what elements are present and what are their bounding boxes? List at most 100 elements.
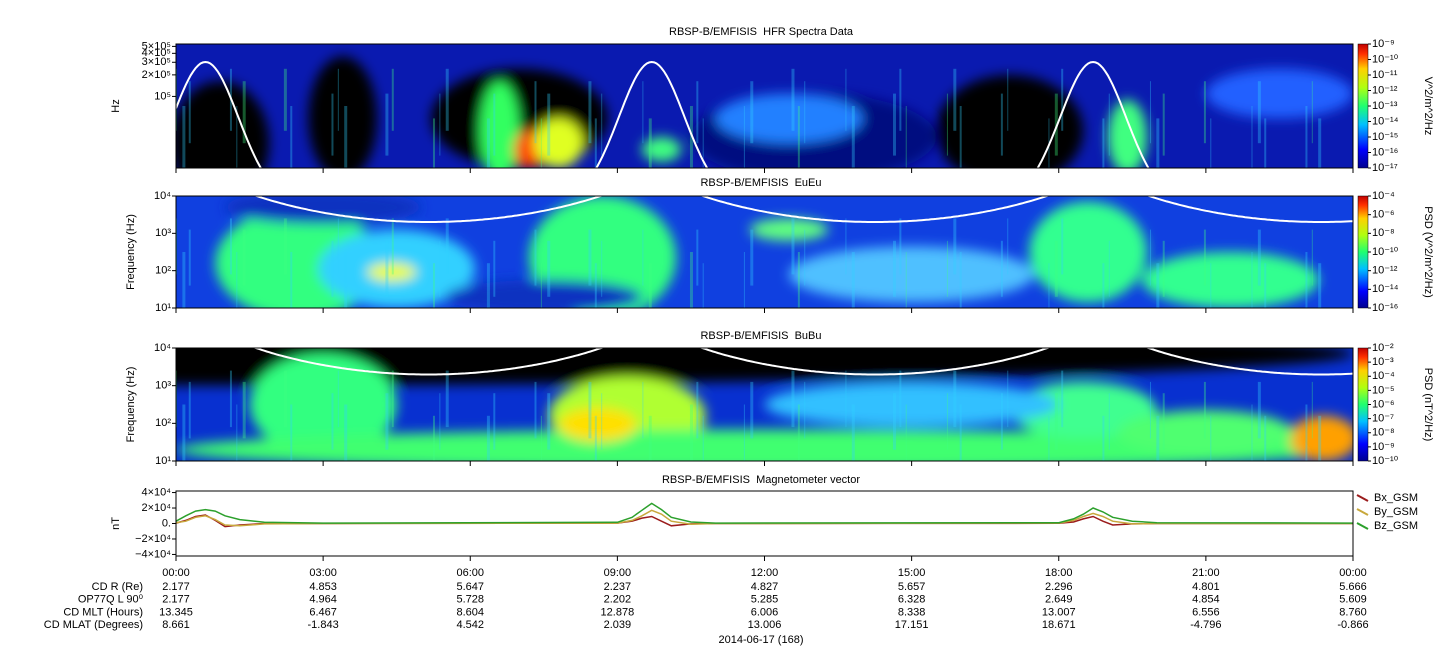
- ephemeris-value: 18.671: [1042, 619, 1076, 631]
- spectrogram-streak: [1210, 415, 1212, 461]
- spectrogram-streak: [337, 370, 339, 428]
- spectrogram-streak: [1156, 415, 1160, 461]
- ephemeris-value: 17.151: [895, 619, 929, 631]
- spectrogram-streak: [946, 93, 948, 156]
- ephemeris-value: 8.661: [162, 619, 190, 631]
- y-tick-label: 10⁵: [154, 90, 171, 102]
- x-tick-label: 09:00: [604, 567, 632, 579]
- colorbar-label: PSD (V^2/m^2/Hz): [1422, 206, 1434, 298]
- spectrogram-streak: [1203, 81, 1206, 144]
- spectrogram-blob: [789, 246, 1035, 303]
- y-axis-label: Hz: [110, 99, 122, 112]
- spectrogram-streak: [601, 93, 603, 156]
- ephemeris-value: 2.237: [604, 581, 632, 593]
- spectrogram-streak: [1061, 68, 1064, 131]
- spectrogram-streak: [385, 240, 389, 297]
- spectrogram-streak: [1102, 263, 1105, 308]
- colorbar: [1357, 195, 1369, 309]
- date-label: 2014-06-17 (168): [718, 634, 803, 646]
- spectrogram-streak: [689, 404, 693, 461]
- spectrogram-blob: [445, 280, 642, 308]
- spectrogram-streak: [953, 68, 957, 131]
- spectrogram-streak: [445, 218, 449, 275]
- spectrogram-streak: [892, 93, 896, 156]
- ephemeris-value: 2.177: [162, 594, 190, 606]
- colorbar-tick-label: 10⁻⁸: [1372, 427, 1395, 439]
- spectrogram: [176, 348, 1353, 461]
- colorbar-tick-label: 10⁻⁶: [1372, 209, 1395, 221]
- spectrogram-streak: [432, 118, 435, 168]
- ephemeris-row-label: CD R (Re): [92, 581, 143, 593]
- spectrogram-streak: [1007, 218, 1009, 275]
- x-tick-label: 06:00: [456, 567, 484, 579]
- y-axis-label: nT: [110, 517, 122, 530]
- colorbar-tick-label: 10⁻⁵: [1372, 384, 1395, 396]
- spectrogram-streak: [439, 393, 441, 450]
- ephemeris-value: 2.039: [604, 619, 632, 631]
- colorbar-tick-label: 10⁻⁷: [1372, 413, 1394, 425]
- spectrogram-streak: [1203, 381, 1206, 439]
- spectrogram-streak: [1305, 252, 1308, 308]
- colorbar-tick-label: 10⁻¹²: [1372, 84, 1398, 96]
- spectrogram-streak: [1264, 118, 1267, 168]
- spectrogram-streak: [547, 393, 551, 450]
- ephemeris-value: 5.728: [456, 594, 484, 606]
- spectrogram-streak: [642, 229, 644, 286]
- spectrogram-streak: [594, 263, 597, 308]
- spectrogram-streak: [1311, 81, 1313, 144]
- spectrogram-streak: [804, 229, 806, 286]
- spectrogram-streak: [344, 252, 348, 308]
- spectrogram-streak: [344, 404, 348, 461]
- spectrogram-streak: [601, 393, 603, 450]
- spectrogram-streak: [1048, 263, 1050, 308]
- spectrogram-streak: [648, 415, 652, 461]
- panel: RBSP-B/EMFISIS EuEu Frequency (Hz) 10⁻⁴ 10⁻…: [125, 177, 1434, 314]
- spectrogram-streak: [182, 404, 186, 461]
- spectrogram-streak: [689, 252, 693, 308]
- ephemeris-value: 8.760: [1339, 606, 1367, 618]
- ephemeris-value: 6.328: [898, 594, 926, 606]
- spectrogram-streak: [892, 393, 896, 450]
- spectrogram-streak: [242, 381, 246, 439]
- y-tick-label: 10¹: [155, 455, 171, 467]
- spectrogram-streak: [236, 404, 238, 461]
- ephemeris-row-label: CD MLAT (Degrees): [44, 619, 143, 631]
- spectrogram-streak: [1251, 106, 1253, 168]
- spectrogram-streak: [702, 415, 704, 461]
- spectrogram-streak: [534, 381, 537, 439]
- spectrogram-streak: [905, 252, 907, 308]
- spectrogram-blob: [1029, 201, 1148, 303]
- colorbar: [1357, 43, 1369, 169]
- y-tick-label: −4×10⁴: [135, 548, 171, 560]
- colorbar-tick-label: 10⁻³: [1372, 356, 1394, 368]
- spectrogram-blob: [534, 118, 584, 168]
- y-tick-label: 10⁴: [154, 190, 171, 202]
- spectrogram-blob: [1289, 415, 1353, 461]
- colorbar-tick-label: 10⁻¹⁵: [1372, 131, 1398, 143]
- y-tick-label: −2×10⁴: [135, 533, 171, 545]
- ephemeris-value: 4.827: [751, 581, 779, 593]
- spectrogram-streak: [1048, 415, 1050, 461]
- spectrogram-blob: [749, 218, 829, 241]
- spectrogram-streak: [899, 218, 902, 275]
- spectrogram-streak: [493, 393, 496, 450]
- colorbar-tick-label: 10⁻¹²: [1372, 265, 1398, 277]
- spectrogram-streak: [1061, 370, 1064, 428]
- spectrogram-streak: [391, 68, 394, 131]
- spectrogram-streak: [385, 93, 389, 156]
- spectrogram-blob: [225, 196, 422, 224]
- spectrogram-streak: [236, 106, 238, 168]
- spectrogram-blob: [480, 81, 520, 168]
- ephemeris-value: 6.467: [309, 606, 337, 618]
- colorbar-tick-label: 10⁻²: [1372, 342, 1394, 354]
- spectrogram-streak: [588, 229, 592, 286]
- spectrogram-streak: [1257, 81, 1261, 144]
- ephemeris-value: 4.542: [456, 619, 484, 631]
- spectrogram-streak: [588, 81, 592, 144]
- spectrogram-streak: [648, 118, 652, 168]
- ephemeris-row-label: CD MLT (Hours): [63, 606, 143, 618]
- spectrogram-streak: [1007, 370, 1009, 428]
- spectrogram-streak: [1048, 118, 1050, 168]
- spectrogram-streak: [1156, 263, 1160, 308]
- ephemeris-value: 2.296: [1045, 581, 1073, 593]
